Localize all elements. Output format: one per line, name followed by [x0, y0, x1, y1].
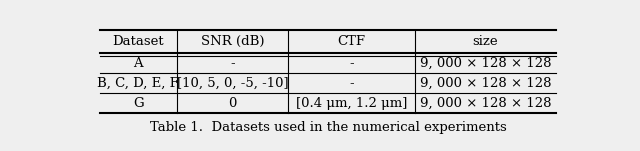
Text: -: - [349, 57, 354, 70]
Text: G: G [133, 97, 143, 110]
Text: -: - [230, 57, 235, 70]
Text: SNR (dB): SNR (dB) [201, 35, 264, 48]
Text: 9, 000 × 128 × 128: 9, 000 × 128 × 128 [420, 77, 551, 90]
Text: [0.4 μm, 1.2 μm]: [0.4 μm, 1.2 μm] [296, 97, 407, 110]
Text: 9, 000 × 128 × 128: 9, 000 × 128 × 128 [420, 97, 551, 110]
Text: -: - [349, 77, 354, 90]
Text: B, C, D, E, F: B, C, D, E, F [97, 77, 179, 90]
Text: 9, 000 × 128 × 128: 9, 000 × 128 × 128 [420, 57, 551, 70]
Text: CTF: CTF [337, 35, 365, 48]
Text: [10, 5, 0, -5, -10]: [10, 5, 0, -5, -10] [177, 77, 289, 90]
Text: A: A [134, 57, 143, 70]
Text: size: size [473, 35, 499, 48]
Text: 0: 0 [228, 97, 237, 110]
Text: Dataset: Dataset [113, 35, 164, 48]
Text: Table 1.  Datasets used in the numerical experiments: Table 1. Datasets used in the numerical … [150, 121, 506, 134]
